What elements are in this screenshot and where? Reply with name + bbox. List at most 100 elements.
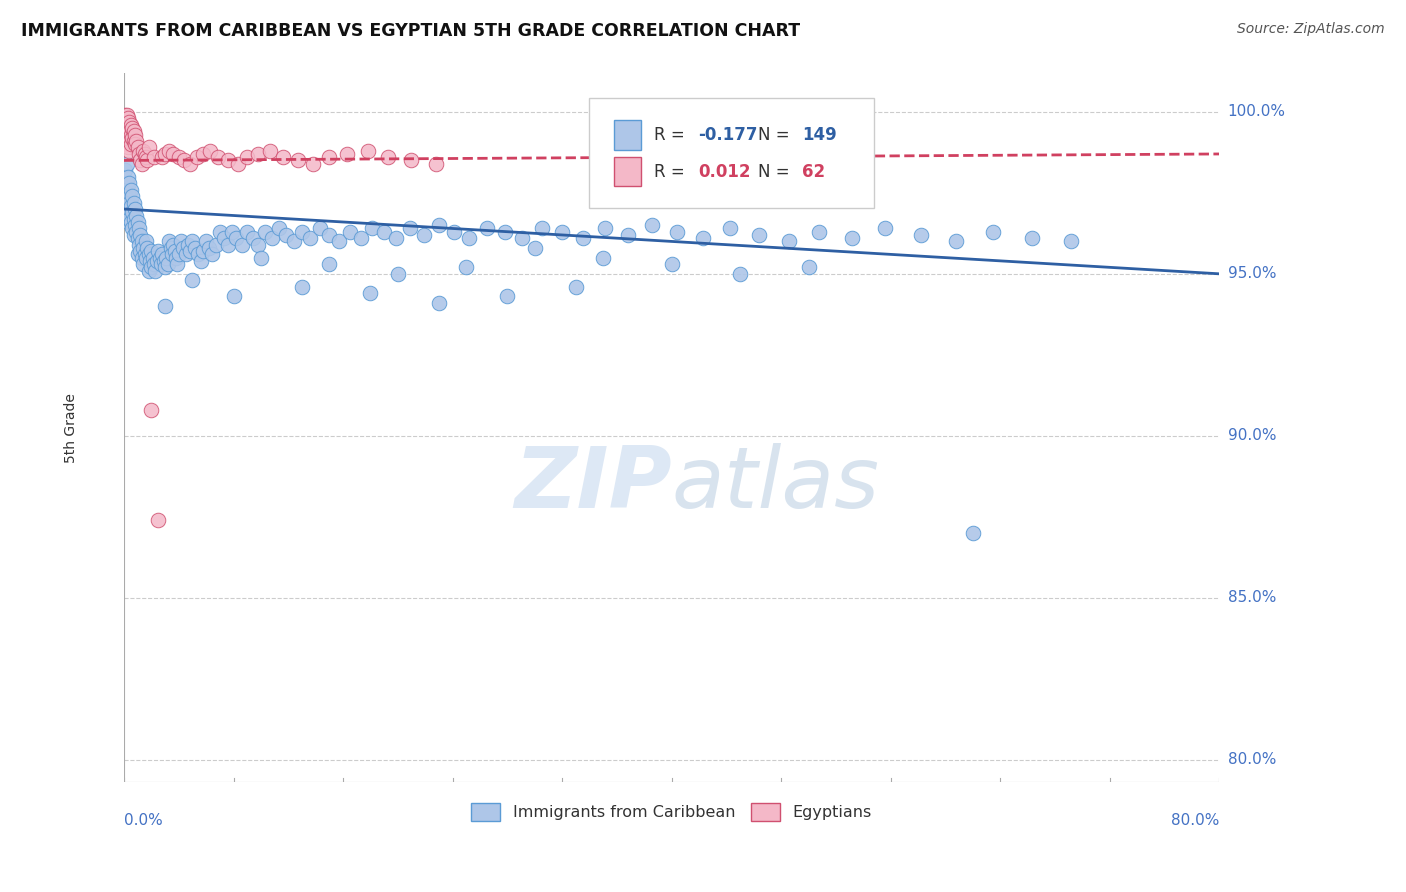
Point [162, 237, 184, 252]
Point [808, 225, 831, 239]
Point [124, 218, 146, 232]
Point [121, 221, 143, 235]
Point [187, 247, 209, 261]
Text: R =: R = [654, 126, 690, 144]
Point [357, 144, 380, 158]
Point [118, 195, 141, 210]
Point [129, 227, 152, 242]
Point [443, 225, 465, 239]
Point [127, 215, 149, 229]
Text: ZIP: ZIP [515, 443, 672, 526]
Point [494, 225, 516, 239]
Point [198, 241, 221, 255]
Point [134, 147, 156, 161]
Point [236, 150, 259, 164]
Point [328, 235, 350, 249]
Point [225, 231, 247, 245]
Point [193, 147, 215, 161]
Point [118, 124, 141, 138]
Point [720, 221, 742, 235]
Point [283, 235, 305, 249]
Point [910, 227, 932, 242]
Point [153, 260, 176, 275]
Point [165, 251, 187, 265]
Point [114, 163, 136, 178]
Point [115, 209, 138, 223]
Point [122, 134, 145, 148]
Point [115, 137, 138, 152]
Point [128, 221, 150, 235]
Point [122, 124, 145, 138]
Point [135, 150, 157, 164]
Point [120, 183, 142, 197]
Point [115, 176, 138, 190]
Point [267, 221, 290, 235]
Text: 149: 149 [801, 126, 837, 144]
Text: 80.0%: 80.0% [1227, 752, 1275, 767]
Point [308, 221, 330, 235]
Point [167, 247, 190, 261]
Point [117, 121, 139, 136]
Point [350, 231, 373, 245]
Point [131, 251, 153, 265]
Point [208, 225, 231, 239]
Text: Source: ZipAtlas.com: Source: ZipAtlas.com [1237, 22, 1385, 37]
Point [157, 235, 180, 249]
Point [150, 247, 173, 261]
Point [523, 241, 546, 255]
Point [236, 225, 259, 239]
Point [143, 150, 166, 164]
Point [359, 286, 381, 301]
Point [190, 253, 212, 268]
Point [148, 244, 170, 259]
Point [231, 237, 253, 252]
Text: N =: N = [758, 126, 794, 144]
Point [122, 211, 145, 226]
Point [399, 221, 422, 235]
Point [131, 156, 153, 170]
Point [141, 402, 163, 417]
Point [138, 247, 160, 261]
Point [118, 176, 141, 190]
Point [186, 150, 208, 164]
FancyBboxPatch shape [613, 120, 641, 150]
Point [226, 156, 249, 170]
Point [143, 257, 166, 271]
Point [132, 257, 155, 271]
Point [125, 134, 148, 148]
Point [425, 156, 447, 170]
Point [117, 186, 139, 200]
Point [259, 144, 281, 158]
Point [122, 195, 145, 210]
Point [115, 128, 138, 142]
Point [593, 221, 616, 235]
Point [115, 118, 138, 132]
Point [146, 253, 169, 268]
Point [124, 128, 146, 142]
Point [181, 235, 204, 249]
Point [118, 211, 141, 226]
Point [155, 251, 177, 265]
Point [115, 192, 138, 206]
Point [170, 235, 193, 249]
Point [117, 140, 139, 154]
Point [592, 251, 614, 265]
Point [135, 251, 157, 265]
Point [427, 296, 450, 310]
Point [728, 267, 751, 281]
Point [200, 144, 222, 158]
Point [179, 156, 201, 170]
Point [135, 235, 157, 249]
Text: IMMIGRANTS FROM CARIBBEAN VS EGYPTIAN 5TH GRADE CORRELATION CHART: IMMIGRANTS FROM CARIBBEAN VS EGYPTIAN 5T… [21, 22, 800, 40]
Point [138, 263, 160, 277]
Point [114, 128, 136, 142]
Point [136, 241, 159, 255]
Point [120, 137, 142, 152]
Point [153, 299, 176, 313]
Text: 100.0%: 100.0% [1227, 104, 1285, 120]
Point [174, 247, 197, 261]
Point [167, 150, 190, 164]
Point [127, 140, 149, 154]
Point [456, 260, 478, 275]
Point [142, 251, 165, 265]
